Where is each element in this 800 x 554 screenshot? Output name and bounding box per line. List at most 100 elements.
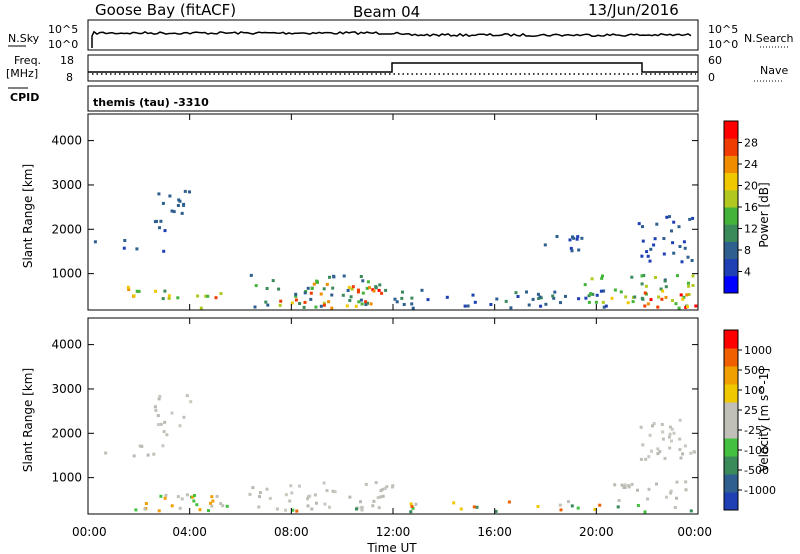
station-title: Goose Bay (fitACF)	[95, 1, 236, 19]
colorbar-segment	[724, 207, 738, 225]
heatmap-cell	[383, 487, 387, 490]
heatmap-cell	[679, 293, 683, 297]
heatmap-cell	[207, 509, 210, 513]
heatmap-cell	[366, 280, 370, 284]
heatmap-cell	[672, 251, 676, 255]
heatmap-cell	[185, 493, 189, 497]
heatmap-cell	[393, 297, 397, 301]
heatmap-cell	[686, 305, 689, 309]
heatmap-cell	[623, 483, 627, 487]
heatmap-cell	[168, 194, 172, 198]
heatmap-cell	[590, 277, 594, 281]
heatmap-cell	[196, 294, 200, 298]
y-tick-label: 1000	[51, 471, 82, 485]
heatmap-cell	[298, 302, 302, 305]
heatmap-cell	[410, 302, 414, 306]
heatmap-cell	[411, 506, 415, 510]
heatmap-cell	[401, 290, 404, 294]
heatmap-cell	[258, 495, 261, 499]
heatmap-cell	[527, 303, 531, 307]
time-tick-label: 16:00	[477, 525, 512, 539]
heatmap-cell	[211, 499, 215, 503]
heatmap-cell	[356, 290, 360, 294]
heatmap-cell	[163, 496, 167, 500]
heatmap-cell	[328, 275, 331, 279]
heatmap-cell	[525, 290, 528, 294]
heatmap-cell	[594, 300, 598, 304]
heatmap-cell	[278, 303, 282, 307]
heatmap-cell	[376, 496, 380, 500]
heatmap-cell	[426, 298, 430, 302]
heatmap-cell	[650, 449, 653, 453]
time-axis-label: Time UT	[366, 541, 417, 554]
heatmap-cell	[219, 292, 223, 296]
heatmap-cell	[575, 237, 579, 241]
heatmap-cell	[180, 211, 184, 215]
heatmap-cell	[225, 504, 229, 508]
heatmap-cell	[660, 297, 664, 301]
heatmap-cell	[303, 300, 307, 304]
heatmap-cell	[154, 408, 158, 412]
heatmap-cell	[678, 418, 682, 422]
heatmap-cell	[323, 502, 327, 506]
heatmap-cell	[134, 508, 138, 512]
heatmap-cell	[364, 303, 368, 306]
heatmap-cell	[170, 209, 174, 213]
heatmap-cell	[302, 305, 306, 309]
colorbar-tick-label: -100	[744, 444, 769, 457]
heatmap-cell	[649, 247, 653, 251]
heatmap-cell	[162, 249, 166, 253]
heatmap-cell	[322, 301, 326, 305]
heatmap-cell	[678, 448, 682, 451]
nave-tick-top: 60	[708, 54, 722, 67]
freq-strip-frame	[87, 54, 699, 82]
heatmap-cell	[466, 304, 470, 308]
heatmap-cell	[577, 297, 581, 301]
heatmap-cell	[354, 304, 358, 308]
heatmap-cell	[206, 294, 210, 298]
heatmap-cell	[330, 306, 334, 310]
heatmap-cell	[567, 500, 570, 504]
colorbar-segment	[724, 330, 738, 349]
freq-label: Freq.	[14, 54, 41, 67]
heatmap-cell	[253, 305, 257, 309]
heatmap-cell	[459, 507, 463, 511]
heatmap-cell	[306, 286, 310, 290]
heatmap-cell	[157, 509, 161, 513]
heatmap-cell	[655, 222, 659, 226]
heatmap-cell	[159, 422, 163, 426]
colorbar-segment	[724, 492, 738, 511]
heatmap-cell	[610, 296, 614, 300]
heatmap-cell	[319, 292, 323, 296]
heatmap-cell	[167, 296, 171, 300]
heatmap-cell	[161, 201, 165, 205]
heatmap-cell	[693, 450, 696, 454]
heatmap-cell	[600, 276, 604, 280]
heatmap-cell	[135, 289, 139, 293]
colorbar-tick-label: 100	[744, 384, 765, 397]
heatmap-cell	[671, 299, 674, 302]
heatmap-cell	[504, 299, 508, 303]
freq-unit: [MHz]	[6, 67, 38, 80]
heatmap-cell	[409, 510, 413, 514]
heatmap-cell	[683, 246, 687, 250]
heatmap-cell	[691, 274, 695, 278]
heatmap-cell	[374, 286, 378, 290]
heatmap-cell	[312, 282, 316, 286]
heatmap-cell	[294, 292, 298, 296]
nsky-strip-frame	[87, 19, 699, 51]
heatmap-cell	[178, 199, 182, 203]
heatmap-cell	[294, 294, 298, 298]
colorbar-segment	[724, 155, 738, 174]
heatmap-cell	[140, 444, 144, 448]
heatmap-cell	[309, 291, 313, 295]
heatmap-cell	[569, 246, 573, 250]
heatmap-cell	[178, 424, 182, 428]
heatmap-cell	[627, 485, 631, 489]
heatmap-cell	[644, 457, 648, 461]
colorbar-tick-label: 500	[744, 364, 765, 377]
heatmap-cell	[602, 305, 606, 309]
heatmap-cell	[538, 295, 542, 299]
cpid-label: CPID	[10, 91, 39, 104]
